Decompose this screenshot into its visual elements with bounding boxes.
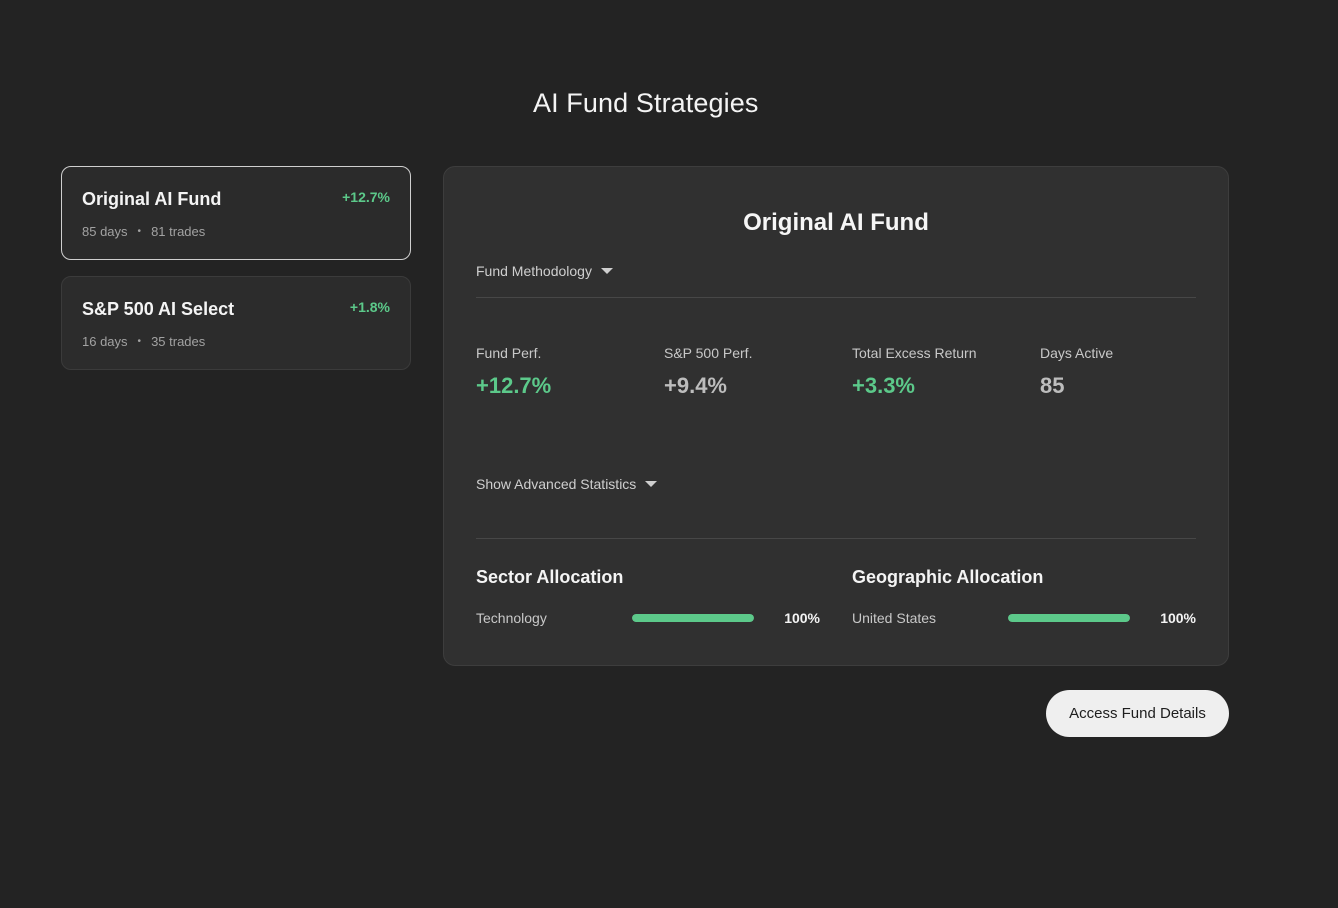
allocation-row: Technology 100%: [476, 608, 820, 628]
stat-value: 85: [1040, 373, 1065, 398]
allocation-bar-fill: [632, 614, 754, 622]
fund-trades: 81 trades: [151, 224, 206, 239]
fund-return: +1.8%: [349, 299, 390, 315]
stat-value: +12.7%: [476, 373, 552, 398]
allocation-bar: [1008, 614, 1130, 622]
fund-days: 85 days: [82, 224, 128, 239]
geographic-allocation-heading: Geographic Allocation: [852, 567, 1044, 587]
stat-fund-perf: Fund Perf. +12.7%: [476, 345, 656, 399]
fund-card-original-ai-fund[interactable]: Original AI Fund +12.7% 85 days • 81 tra…: [61, 166, 411, 260]
bullet-dot-icon: •: [137, 226, 142, 237]
divider: [476, 297, 1196, 298]
page-title: AI Fund Strategies: [533, 88, 759, 118]
stat-label: Total Excess Return: [852, 345, 977, 361]
caret-down-icon: [645, 481, 658, 487]
geographic-allocation: Geographic Allocation United States 100%: [852, 567, 1196, 628]
allocation-label: United States: [852, 610, 937, 626]
fund-meta: 16 days • 35 trades: [82, 334, 205, 349]
allocation-label: Technology: [476, 610, 547, 626]
fund-days: 16 days: [82, 334, 128, 349]
stat-label: S&P 500 Perf.: [664, 345, 753, 361]
allocation-bar-fill: [1008, 614, 1130, 622]
fund-name: Original AI Fund: [82, 189, 222, 209]
fund-meta: 85 days • 81 trades: [82, 224, 205, 239]
stat-days-active: Days Active 85: [1040, 345, 1220, 399]
fund-methodology-label: Fund Methodology: [476, 263, 592, 279]
allocation-percent: 100%: [784, 610, 820, 626]
fund-card-sp500-ai-select[interactable]: S&P 500 AI Select +1.8% 16 days • 35 tra…: [61, 276, 411, 370]
fund-return: +12.7%: [342, 189, 390, 205]
fund-name: S&P 500 AI Select: [82, 299, 235, 319]
stat-total-excess-return: Total Excess Return +3.3%: [852, 345, 1032, 399]
fund-methodology-toggle[interactable]: Fund Methodology: [476, 263, 613, 279]
fund-detail-panel: Original AI Fund Fund Methodology Fund P…: [443, 166, 1229, 666]
allocation-row: United States 100%: [852, 608, 1196, 628]
access-fund-details-button[interactable]: Access Fund Details: [1046, 690, 1229, 737]
sector-allocation: Sector Allocation Technology 100%: [476, 567, 820, 628]
detail-title: Original AI Fund: [743, 209, 929, 236]
bullet-dot-icon: •: [137, 336, 142, 347]
sector-allocation-heading: Sector Allocation: [476, 567, 624, 587]
allocation-percent: 100%: [1160, 610, 1196, 626]
stat-value: +9.4%: [664, 373, 727, 398]
fund-trades: 35 trades: [151, 334, 206, 349]
stat-value: +3.3%: [852, 373, 915, 398]
divider: [476, 538, 1196, 539]
caret-down-icon: [600, 268, 613, 274]
advanced-statistics-label: Show Advanced Statistics: [476, 476, 637, 492]
stat-label: Days Active: [1040, 345, 1114, 361]
allocation-bar: [632, 614, 754, 622]
advanced-statistics-toggle[interactable]: Show Advanced Statistics: [476, 476, 658, 492]
stat-label: Fund Perf.: [476, 345, 542, 361]
stat-sp500-perf: S&P 500 Perf. +9.4%: [664, 345, 844, 399]
